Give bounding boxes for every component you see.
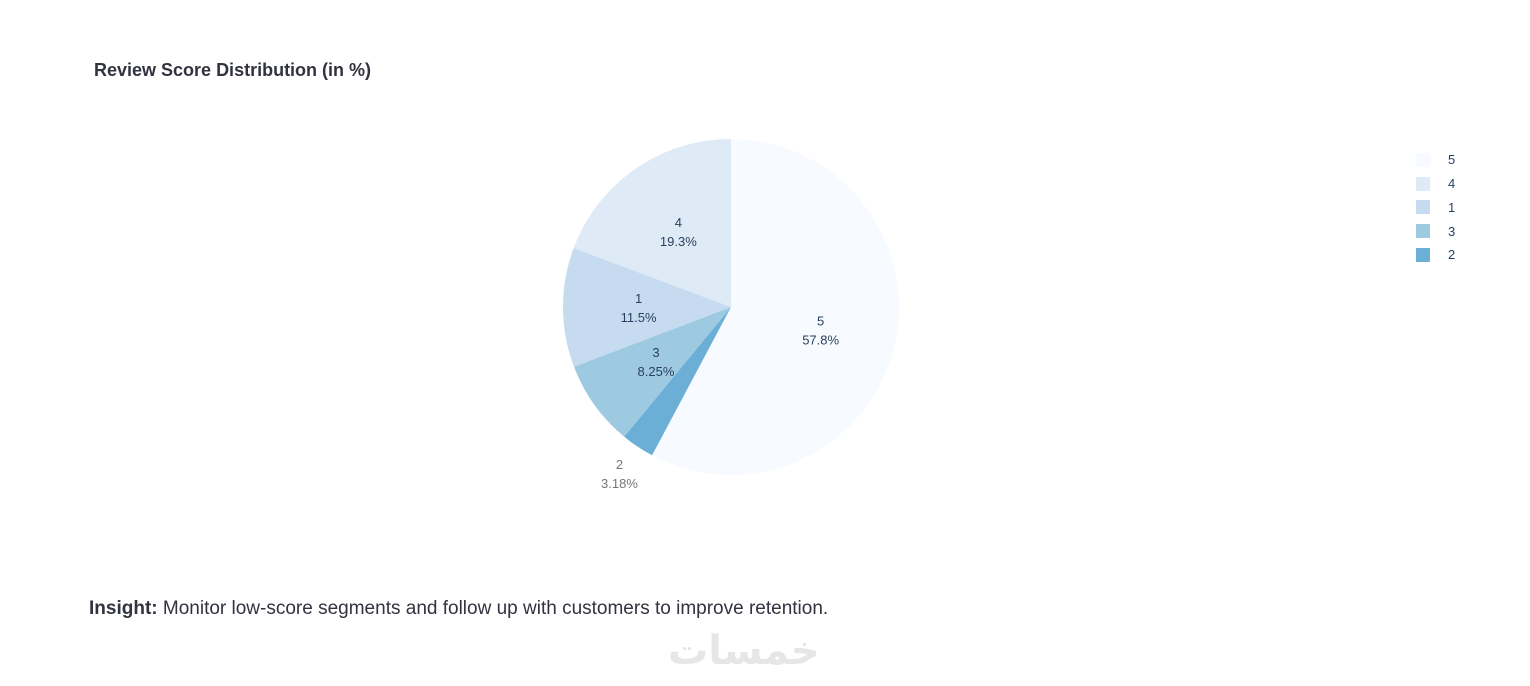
slice-label-5: 5 <box>817 313 824 328</box>
slice-label-3: 3 <box>652 345 659 360</box>
legend-item-1[interactable]: 1 <box>1416 196 1455 220</box>
slice-percent-4: 19.3% <box>660 234 697 249</box>
legend-label: 3 <box>1448 223 1456 239</box>
pie-slice-1 <box>563 248 731 367</box>
legend-item-5[interactable]: 5 <box>1416 148 1455 172</box>
pie-slice-2 <box>624 307 731 456</box>
pie-slice-5 <box>652 139 900 475</box>
slice-percent-1: 11.5% <box>621 310 657 325</box>
legend-swatch <box>1416 224 1430 239</box>
legend-label: 4 <box>1448 176 1456 192</box>
pie-slice-4 <box>573 139 731 307</box>
legend-swatch <box>1416 247 1430 262</box>
insight-body: Monitor low-score segments and follow up… <box>157 598 829 619</box>
slice-percent-3: 8.25% <box>638 364 675 379</box>
slice-percent-5: 57.8% <box>802 332 839 347</box>
slice-percent-2: 3.18% <box>601 476 638 491</box>
slice-label-2: 2 <box>616 457 623 472</box>
legend-item-4[interactable]: 4 <box>1416 172 1455 196</box>
legend-swatch <box>1416 200 1430 215</box>
pie-slice-3 <box>573 307 731 437</box>
legend-item-2[interactable]: 2 <box>1416 243 1455 267</box>
legend-swatch <box>1416 176 1430 191</box>
legend-item-3[interactable]: 3 <box>1416 219 1455 243</box>
watermark-logo: خمسات <box>668 629 820 673</box>
chart-title: Review Score Distribution (in %) <box>94 60 372 80</box>
slice-label-4: 4 <box>675 215 682 230</box>
legend-label: 5 <box>1448 152 1456 168</box>
legend-label: 2 <box>1448 247 1456 263</box>
legend-label: 1 <box>1448 199 1456 215</box>
chart-legend: 5 4 1 3 2 <box>1416 148 1455 267</box>
legend-swatch <box>1416 152 1430 167</box>
insight-text: Insight: Monitor low-score segments and … <box>89 598 828 620</box>
slice-label-1: 1 <box>635 291 642 306</box>
insight-label: Insight: <box>89 598 158 619</box>
